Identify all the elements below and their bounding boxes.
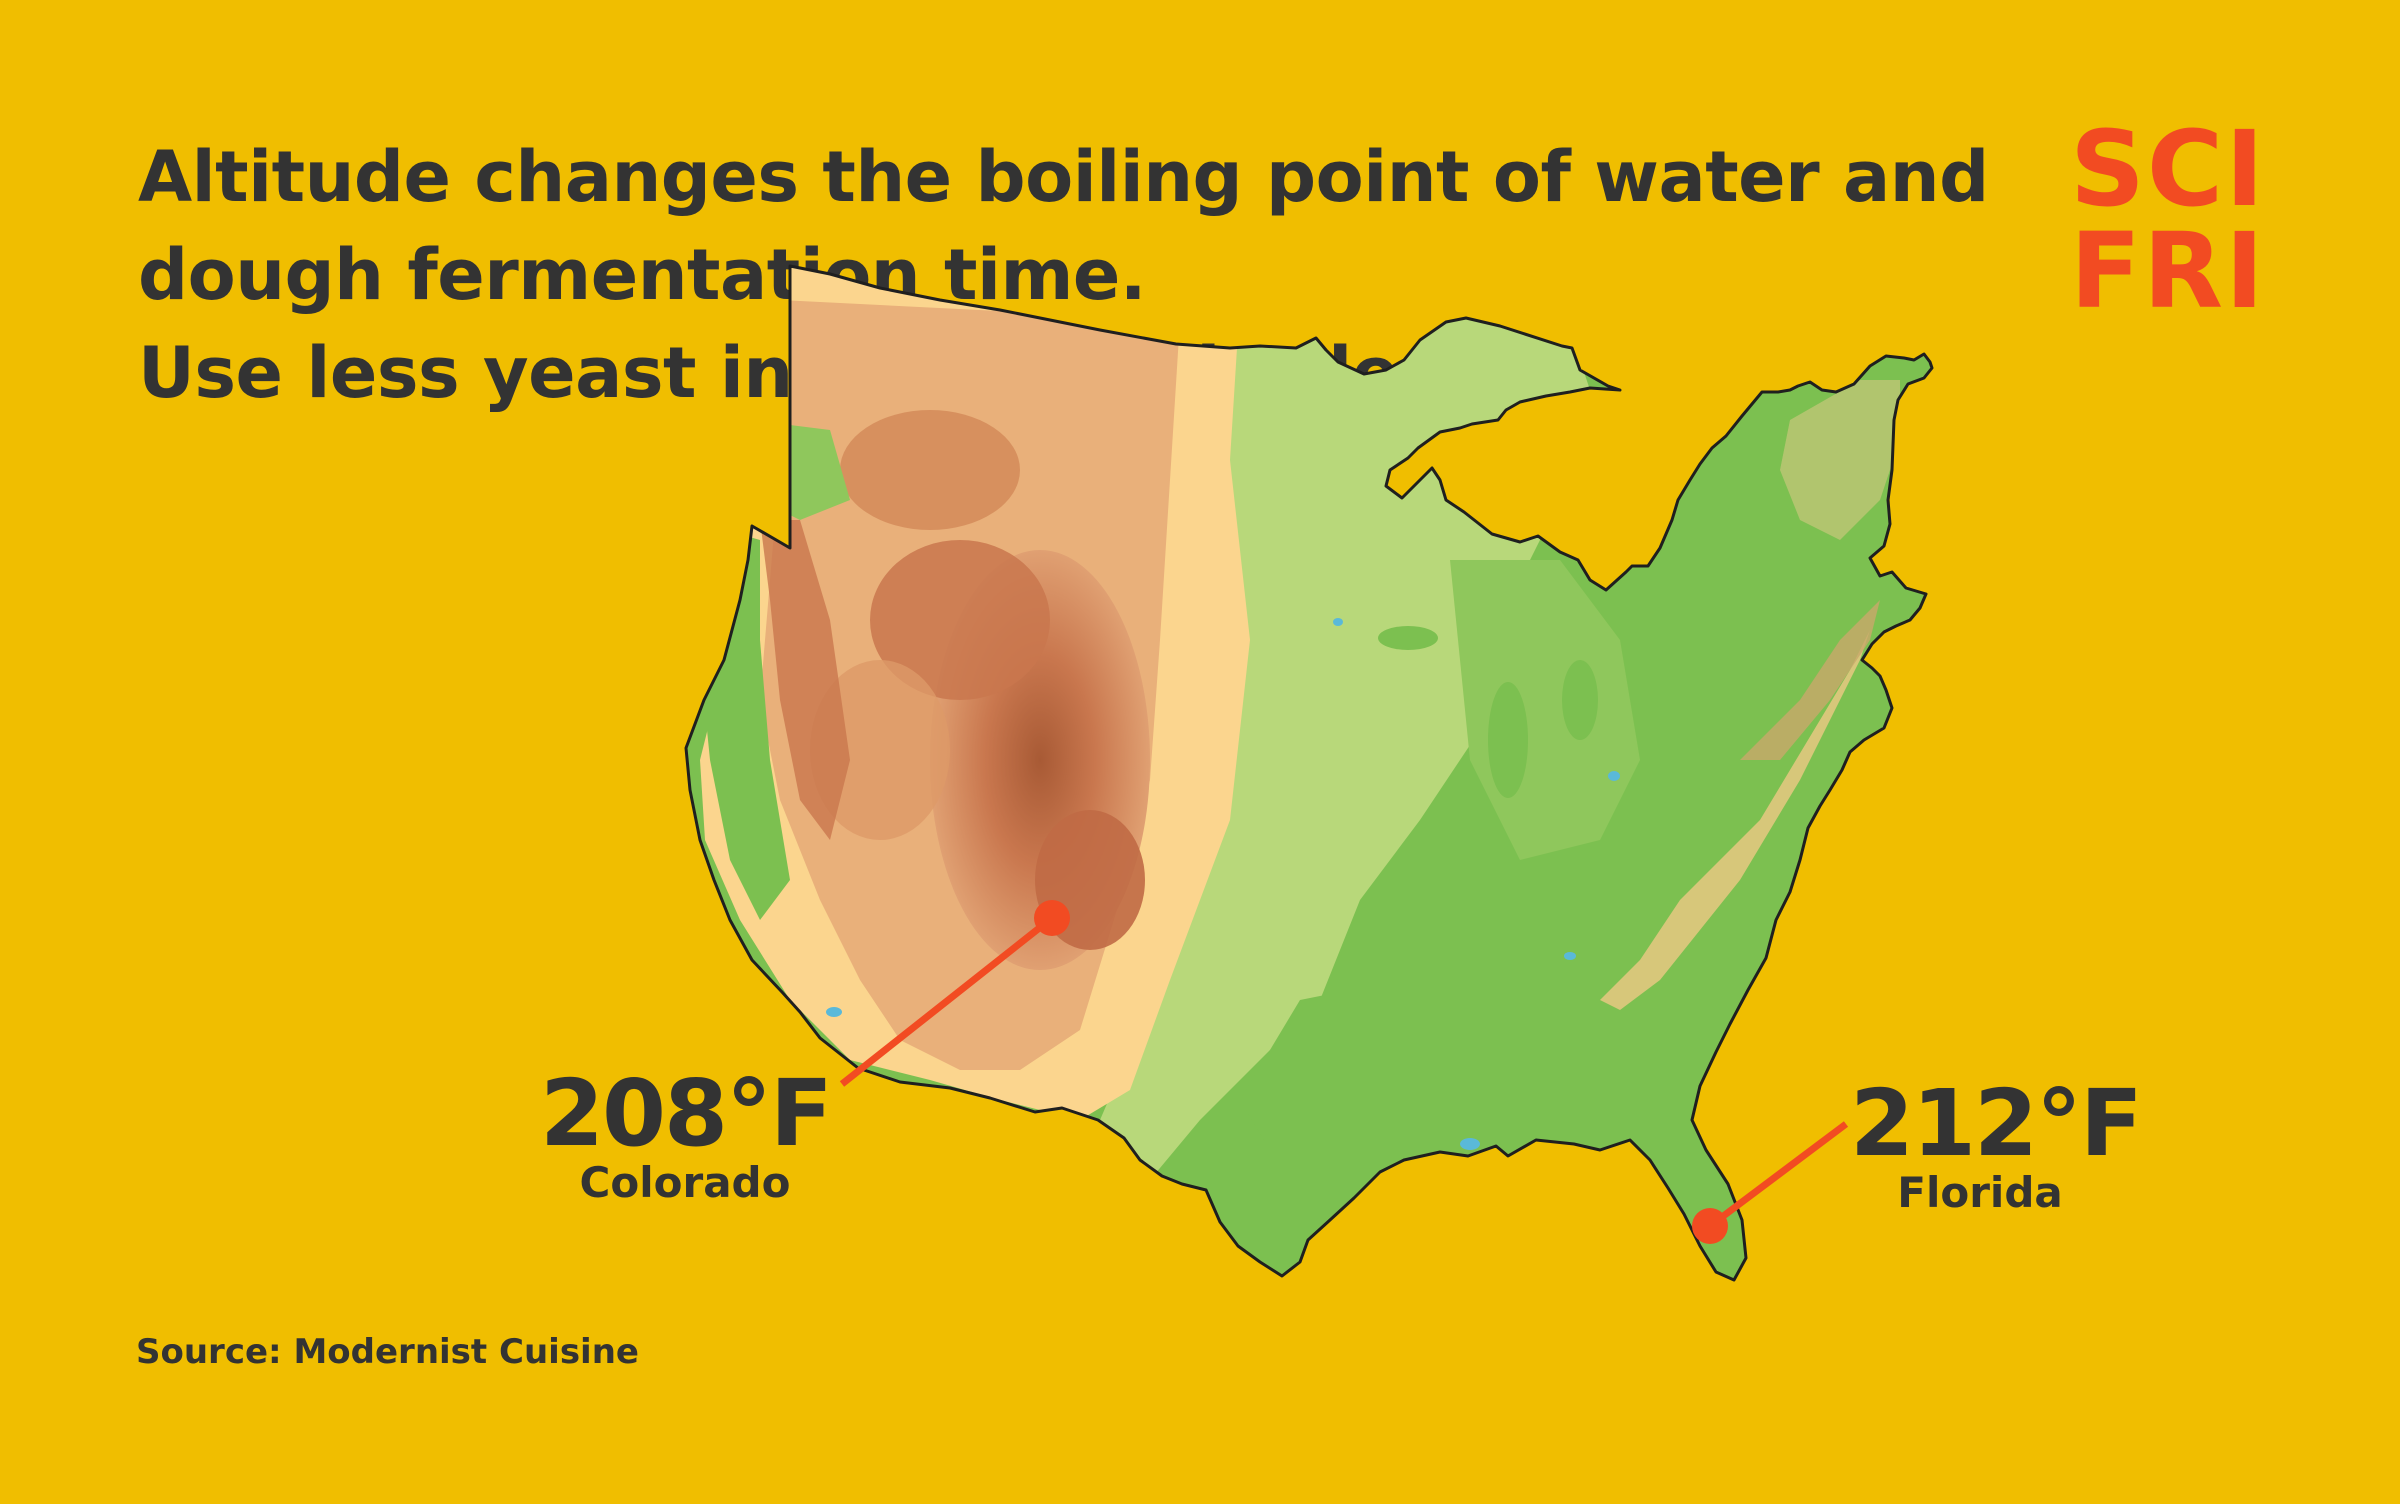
- logo-line-1: SCI: [2070, 108, 2266, 230]
- scifri-logo: SCI FRI: [2070, 108, 2270, 332]
- colorado-callout: 208°F Colorado: [540, 1060, 833, 1207]
- colorado-marker: [1034, 900, 1070, 936]
- terrain-layers: [686, 266, 1932, 1280]
- florida-label: Florida: [1897, 1168, 2063, 1217]
- headline-line-2: dough fermentation time.: [138, 234, 1146, 316]
- lake-michigan: [1488, 682, 1528, 798]
- logo-line-2: FRI: [2070, 210, 2266, 332]
- florida-marker: [1692, 1208, 1728, 1244]
- florida-boiling-temp: 212°F: [1850, 1070, 2143, 1177]
- colorado-boiling-temp: 208°F: [540, 1060, 833, 1167]
- source-credit: Source: Modernist Cuisine: [136, 1332, 639, 1372]
- colorado-label: Colorado: [579, 1158, 791, 1207]
- headline-line-1: Altitude changes the boiling point of wa…: [138, 136, 1989, 218]
- florida-callout: 212°F Florida: [1850, 1070, 2143, 1217]
- florida-leader-line: [1707, 1121, 1849, 1229]
- colorado-leader-line: [839, 915, 1055, 1087]
